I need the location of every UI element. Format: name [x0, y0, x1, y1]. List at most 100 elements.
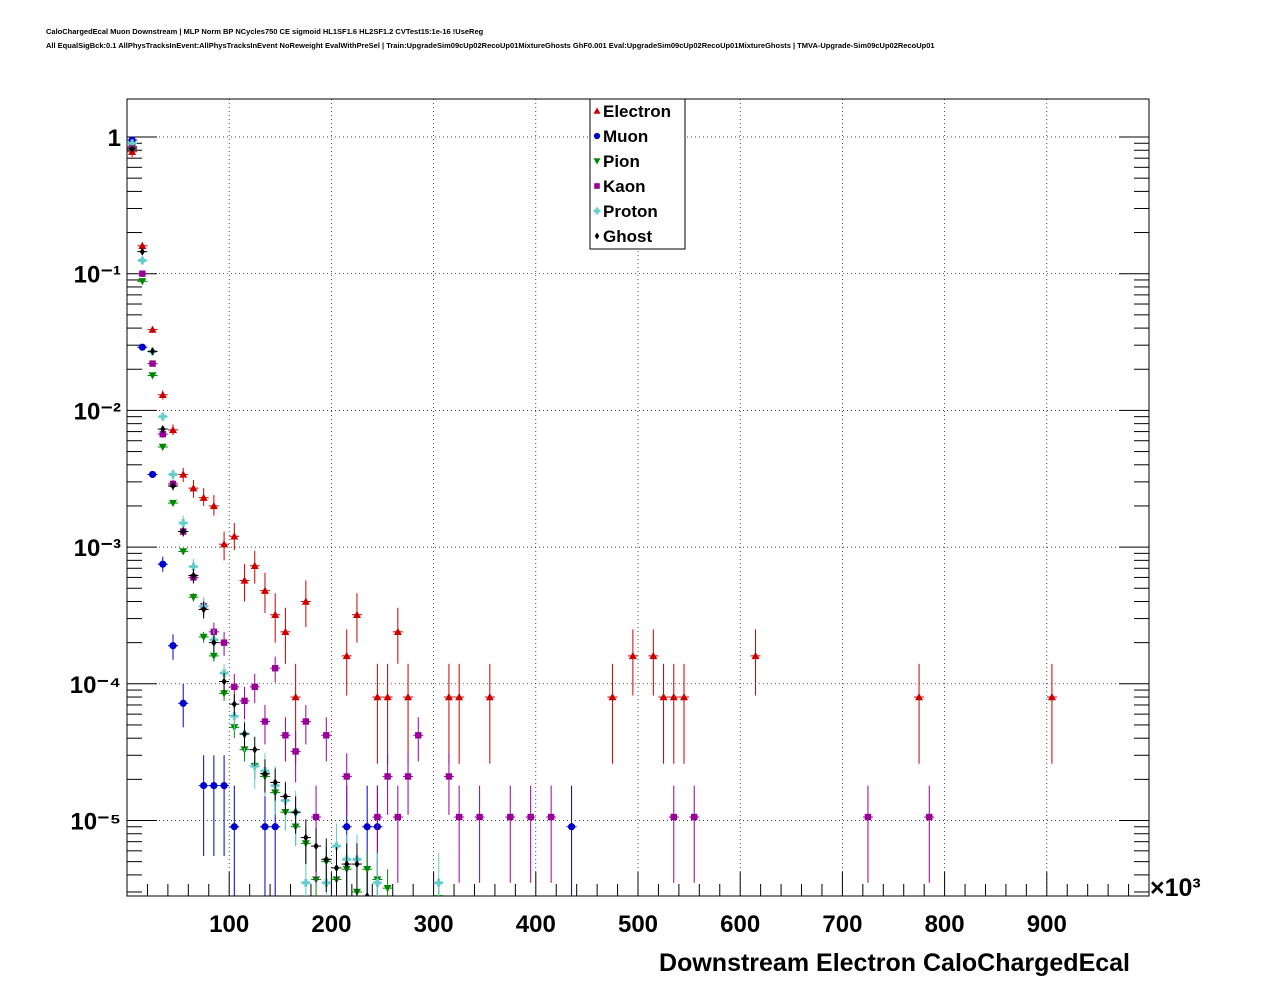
data-point [341, 753, 352, 815]
point-marker [179, 470, 188, 478]
data-point [157, 556, 168, 572]
y-tick-label: 10⁻⁵ [70, 809, 121, 836]
data-point [147, 325, 158, 333]
point-marker [670, 813, 677, 821]
point-marker [139, 270, 146, 277]
point-marker [291, 693, 300, 701]
header-line-1: CaloChargedEcal Muon Downstream | MLP No… [46, 27, 484, 36]
point-marker [160, 425, 166, 434]
point-marker [129, 144, 135, 153]
data-point [505, 785, 516, 883]
data-point [219, 755, 230, 856]
point-marker [344, 860, 350, 869]
point-marker [148, 372, 157, 380]
point-marker [179, 699, 187, 707]
header-line-2: All EqualSigBck:0.1 AllPhysTracksInEvent… [46, 41, 935, 50]
point-marker [864, 813, 872, 821]
point-marker [333, 863, 340, 872]
point-marker [148, 470, 157, 479]
point-marker [190, 571, 197, 580]
data-point [219, 631, 230, 656]
data-point [157, 390, 168, 400]
data-point [178, 527, 189, 537]
data-point [198, 755, 209, 856]
point-marker [363, 823, 371, 831]
legend-item-pion: Pion [593, 152, 640, 171]
point-marker [659, 693, 668, 701]
point-marker [608, 693, 617, 701]
point-marker [363, 866, 372, 874]
point-marker [915, 693, 924, 701]
legend-marker [593, 132, 601, 140]
data-point [321, 838, 332, 892]
point-marker [220, 690, 229, 698]
data-point [566, 785, 577, 896]
data-point [167, 469, 178, 480]
data-point [484, 663, 495, 764]
x-tick-labels: 100 200 300 400 500 600 700 800 900 [209, 911, 1067, 938]
point-marker [394, 813, 402, 821]
point-marker [128, 139, 137, 148]
point-marker [384, 773, 391, 780]
point-marker [373, 693, 382, 701]
point-marker [444, 693, 453, 701]
data-point [167, 481, 178, 491]
point-marker [445, 773, 453, 780]
data-point [362, 872, 373, 896]
point-marker [261, 718, 269, 725]
data-point [239, 686, 250, 720]
data-point [290, 731, 301, 783]
point-marker [301, 597, 310, 605]
point-marker [221, 677, 227, 686]
data-point [270, 656, 281, 683]
point-marker [1047, 693, 1056, 701]
legend-marker [593, 107, 601, 114]
point-marker [383, 693, 392, 701]
point-marker [200, 782, 208, 790]
point-marker [180, 527, 186, 536]
legend-marker [594, 232, 600, 240]
data-point [188, 593, 199, 602]
point-marker [189, 594, 198, 602]
data-point [147, 470, 158, 479]
point-marker [691, 813, 698, 821]
data-point [137, 270, 148, 277]
legend-label: Kaon [603, 177, 646, 196]
point-marker [313, 842, 319, 851]
data-points [127, 136, 1057, 896]
legend-item-ghost: Ghost [594, 227, 652, 246]
point-marker [292, 748, 299, 755]
point-marker [168, 425, 177, 434]
point-marker [201, 605, 207, 614]
point-marker [149, 347, 156, 356]
data-point [208, 650, 219, 662]
point-marker [138, 241, 147, 249]
point-marker [271, 665, 279, 672]
point-marker [230, 823, 238, 831]
x-axis-title: Downstream Electron CaloChargedEcal [659, 949, 1130, 977]
data-point [270, 768, 281, 801]
legend-item-electron: Electron [593, 102, 671, 121]
point-marker [220, 540, 229, 548]
data-point [648, 629, 659, 696]
data-point [546, 785, 557, 883]
data-point [668, 785, 679, 883]
y-tick-label: 10⁻⁴ [70, 672, 121, 699]
point-marker [476, 813, 483, 821]
data-point [668, 663, 679, 764]
point-marker [261, 823, 269, 831]
data-point [351, 593, 362, 643]
data-point [433, 852, 444, 896]
data-point [147, 347, 158, 356]
series-kaon [127, 143, 935, 883]
point-marker [352, 610, 361, 618]
data-point [137, 343, 148, 351]
data-point [403, 663, 414, 764]
point-marker [149, 360, 156, 367]
y-tick-label: 10⁻² [74, 398, 121, 425]
point-marker [158, 443, 167, 451]
data-point [311, 828, 322, 873]
point-marker [374, 813, 381, 821]
data-point [229, 785, 240, 896]
point-marker [312, 813, 320, 821]
